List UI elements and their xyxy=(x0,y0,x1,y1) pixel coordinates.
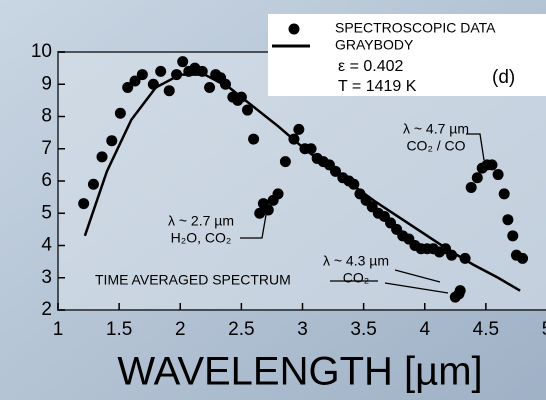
data-point xyxy=(279,156,291,168)
y-tick-label: 7 xyxy=(41,138,52,159)
data-point xyxy=(507,230,519,242)
arrow xyxy=(466,133,485,161)
arrow xyxy=(394,269,441,283)
data-point xyxy=(454,285,466,297)
y-tick-label: 6 xyxy=(41,170,52,191)
y-tick-label: 4 xyxy=(41,235,52,256)
legend-label: SPECTROSCOPIC DATA xyxy=(335,20,496,36)
y-tick-label: 8 xyxy=(41,106,52,127)
legend-label: GRAYBODY xyxy=(335,37,414,53)
annotation: CO₂ xyxy=(343,270,369,286)
data-point xyxy=(155,65,167,77)
x-tick-label: 5 xyxy=(542,319,546,340)
data-point xyxy=(122,81,134,93)
data-point xyxy=(248,133,260,145)
data-point xyxy=(204,81,216,93)
arrow xyxy=(384,282,449,294)
data-point xyxy=(136,69,148,81)
arrow xyxy=(240,214,267,239)
data-point xyxy=(272,188,284,200)
data-point xyxy=(471,172,483,184)
x-tick-label: 1.5 xyxy=(106,319,132,340)
y-tick-label: 3 xyxy=(41,267,52,288)
x-tick-label: 3.5 xyxy=(350,319,376,340)
legend-marker xyxy=(288,23,300,35)
y-tick-label: 9 xyxy=(41,73,52,94)
data-point xyxy=(262,204,274,216)
annotation: H₂O, CO₂ xyxy=(171,230,232,246)
annotation-arrows xyxy=(240,133,485,294)
y-tick-label: 5 xyxy=(41,202,52,223)
legend-box xyxy=(268,14,546,96)
data-point xyxy=(163,85,175,97)
graybody-line xyxy=(83,73,521,292)
panel-label: (d) xyxy=(492,67,515,88)
x-tick-label: 2.5 xyxy=(228,319,254,340)
x-tick-label: 1 xyxy=(53,319,64,340)
data-point xyxy=(465,181,477,193)
y-tick-label: 10 xyxy=(31,41,52,62)
legend-note: T = 1419 K xyxy=(338,78,417,95)
data-point xyxy=(129,75,141,87)
x-axis-label: WAVELENGTH [µm] xyxy=(117,350,482,394)
data-point xyxy=(486,159,498,171)
data-point xyxy=(106,135,118,147)
data-point xyxy=(114,107,126,119)
data-point xyxy=(293,123,305,135)
data-point xyxy=(96,151,108,163)
data-point xyxy=(502,214,514,226)
annotation: TIME AVERAGED SPECTRUM xyxy=(95,272,291,288)
annotation: λ ~ 4.7 µm xyxy=(403,121,469,137)
data-point xyxy=(87,178,99,190)
data-point xyxy=(177,56,189,68)
data-point xyxy=(254,207,266,219)
data-point xyxy=(498,188,510,200)
data-point xyxy=(78,198,90,210)
x-tick-label: 2 xyxy=(175,319,186,340)
annotation: CO₂ / CO xyxy=(406,138,465,154)
x-tick-label: 3 xyxy=(297,319,308,340)
x-tick-label: 4 xyxy=(419,319,430,340)
data-point xyxy=(241,104,253,116)
x-tick-label: 4.5 xyxy=(473,319,499,340)
annotation: λ ~ 2.7 µm xyxy=(168,213,234,229)
data-point xyxy=(517,252,529,264)
legend-note: ε = 0.402 xyxy=(338,58,404,75)
y-tick-label: 2 xyxy=(41,299,52,320)
data-point xyxy=(492,169,504,181)
annotation: λ ~ 4.3 µm xyxy=(323,253,389,269)
